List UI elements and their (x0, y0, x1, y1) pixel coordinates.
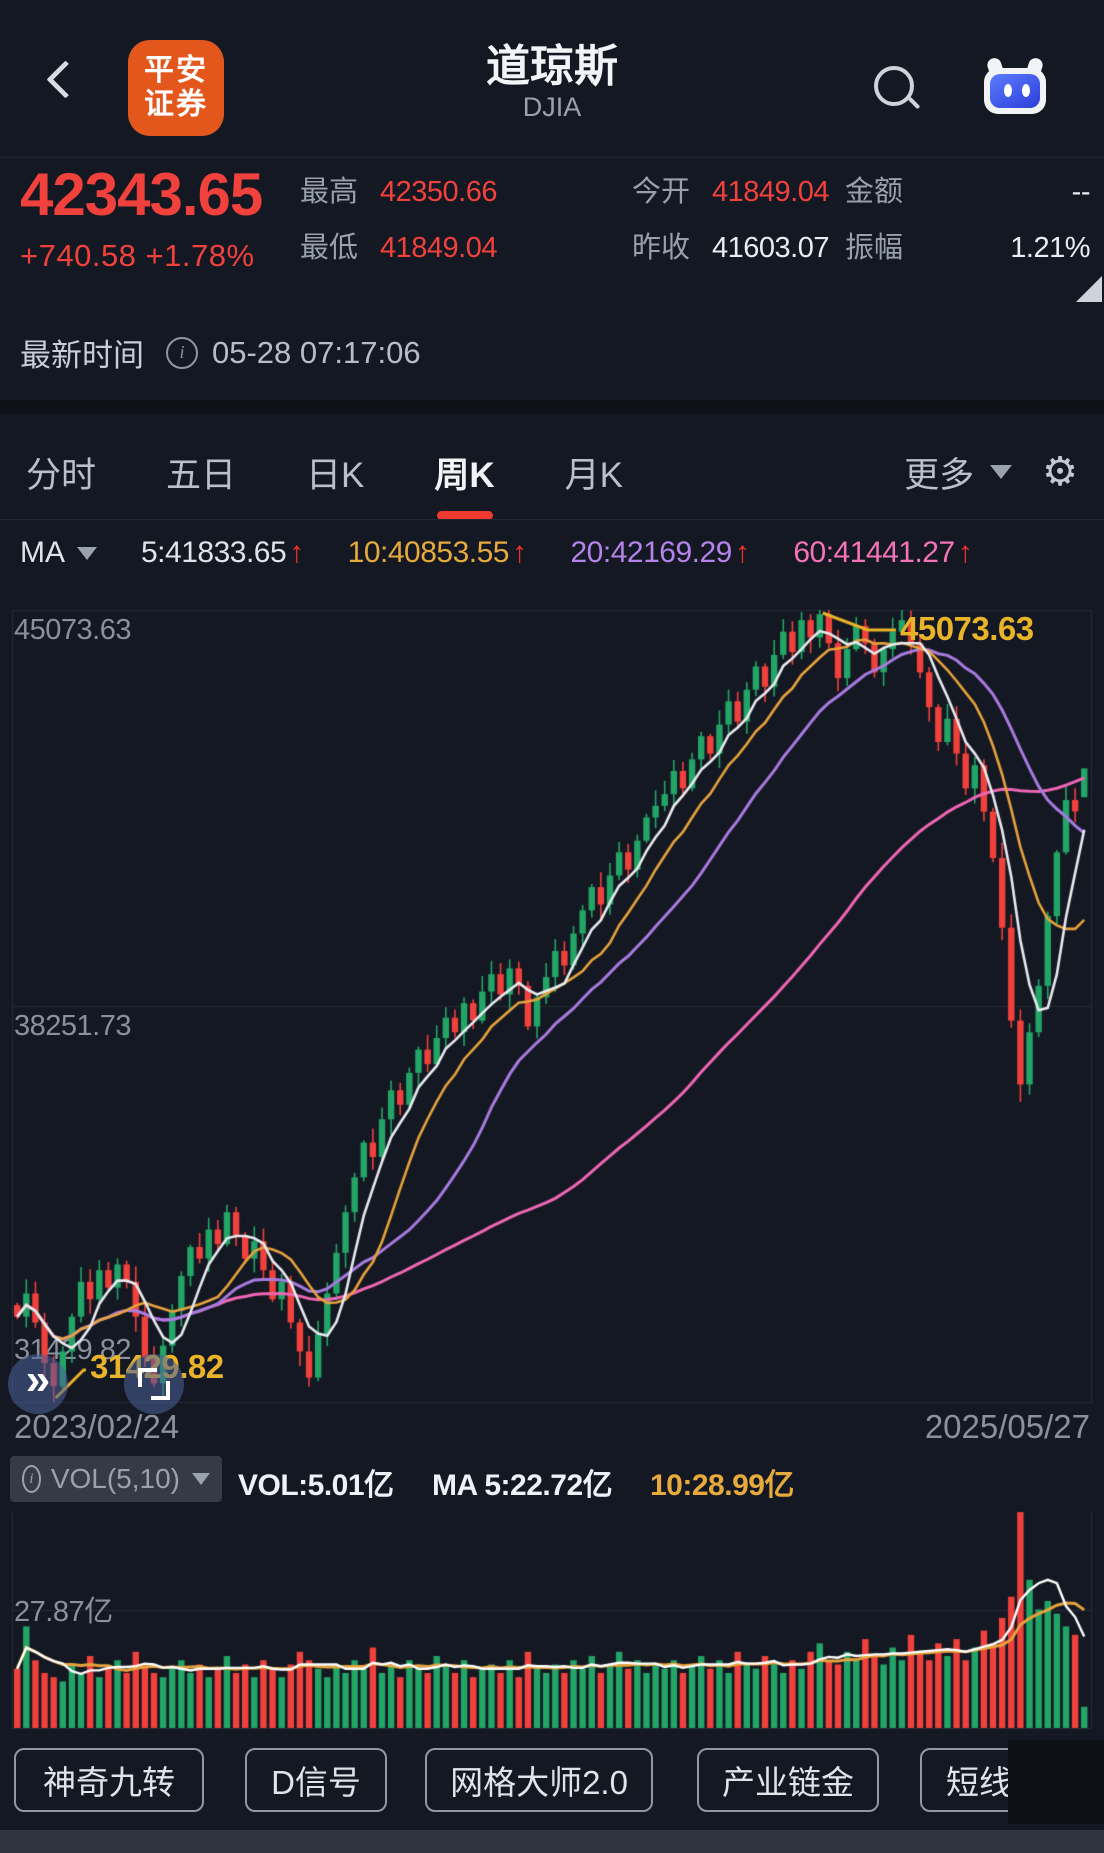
volume-indicator-selector[interactable]: i VOL(5,10) (10, 1456, 222, 1502)
latest-time-row: 最新时间 i 05-28 07:17:06 (20, 330, 421, 375)
stat-value: 42350.66 (380, 176, 497, 208)
fullscreen-button[interactable] (124, 1354, 184, 1414)
tab-五日[interactable]: 五日 (166, 455, 237, 495)
stat-value: 1.21% (1010, 232, 1090, 264)
volume-ma5: MA 5:22.72亿 (432, 1469, 613, 1502)
volume-ma10: 10:28.99亿 (650, 1469, 794, 1502)
footer-button-神奇九转[interactable]: 神奇九转 (14, 1748, 204, 1812)
gear-icon[interactable]: ⚙ (1042, 450, 1078, 494)
stat-最低: 最低 41849.04 (300, 232, 497, 264)
price-change: +740.58 +1.78% (20, 238, 255, 273)
chevron-down-icon (192, 1473, 210, 1485)
stat-value: 41849.04 (712, 176, 829, 208)
ma-value-3: 20:42169.29 ↑ (570, 536, 750, 569)
tab-分时[interactable]: 分时 (26, 455, 97, 495)
tab-more[interactable]: 更多 (904, 447, 1013, 498)
last-price: 42343.65 (20, 161, 263, 228)
up-arrow-icon: ↑ (957, 536, 973, 569)
section-divider (0, 400, 1104, 414)
logo-line1: 平安 (144, 54, 208, 87)
price-chart-canvas[interactable] (0, 600, 1104, 1410)
ticker-symbol: DJIA (522, 92, 582, 122)
chevron-down-icon (990, 465, 1013, 479)
tab-日K[interactable]: 日K (306, 455, 365, 495)
latest-time-label: 最新时间 (20, 338, 144, 373)
broker-logo: 平安 证券 (128, 40, 224, 136)
stat-value: 41849.04 (380, 232, 497, 264)
stat-今开: 今开 41849.04 (632, 176, 829, 208)
search-icon (874, 66, 914, 106)
home-indicator (0, 1830, 1104, 1853)
footer-button-产业链金[interactable]: 产业链金 (697, 1748, 879, 1812)
ma-value-2: 10:40853.55 ↑ (347, 536, 527, 569)
period-tab-bar: 分时 五日 日K 周K 月K 更多 ⚙ (0, 428, 1104, 520)
x-axis-date-end: 2025/05/27 (924, 1408, 1090, 1445)
volume-indicator-label: VOL(5,10) (50, 1463, 180, 1494)
stat-最高: 最高 42350.66 (300, 176, 497, 208)
tab-月K[interactable]: 月K (564, 455, 624, 495)
volume-chart-canvas[interactable] (0, 1498, 1104, 1738)
ma-value-4: 60:41441.27 ↑ (793, 536, 973, 569)
info-icon: i (22, 1465, 41, 1493)
collapse-drawer-button[interactable]: » (8, 1354, 68, 1414)
header-divider (0, 157, 1104, 158)
ma-selector[interactable]: MA (20, 536, 97, 570)
ma-indicator-row: MA 5:41833.65 ↑ 10:40853.55 ↑ 20:42169.29 ↑ 60… (20, 536, 973, 570)
stat-value: 41603.07 (712, 232, 829, 264)
x-axis-date-start: 2023/02/24 (14, 1408, 180, 1445)
max-price-callout: 45073.63 (900, 610, 1034, 647)
volume-axis-label: 27.87亿 (14, 1596, 113, 1628)
settings-strip: 设置 (1008, 1740, 1104, 1824)
search-button[interactable] (866, 60, 926, 120)
info-icon[interactable]: i (166, 336, 198, 369)
up-arrow-icon: ↑ (289, 536, 304, 569)
tab-周K[interactable]: 周K (434, 447, 495, 520)
expand-quote-triangle[interactable] (1076, 276, 1102, 302)
footer-button-网格大师2.0[interactable]: 网格大师2.0 (425, 1748, 653, 1812)
stat-value: -- (1071, 176, 1091, 208)
footer-button-D信号[interactable]: D信号 (245, 1748, 387, 1812)
stat-昨收: 昨收 41603.07 (632, 232, 829, 264)
page-title: 道琼斯 (486, 42, 618, 91)
active-tab-underline (436, 510, 493, 520)
chevron-down-icon (77, 546, 97, 560)
latest-time-value: 05-28 07:17:06 (212, 334, 421, 370)
ma-value-1: 5:41833.65 ↑ (141, 536, 304, 569)
assistant-robot-button[interactable] (984, 56, 1046, 114)
logo-line2: 证券 (144, 88, 208, 121)
fullscreen-icon (138, 1368, 157, 1387)
up-arrow-icon: ↑ (734, 536, 750, 569)
double-chevron-right-icon: » (25, 1355, 51, 1404)
tabbar-divider (0, 519, 1104, 520)
stat-振幅: 振幅 1.21% (845, 232, 1090, 264)
stat-金额: 金额 -- (845, 176, 1091, 208)
up-arrow-icon: ↑ (512, 536, 527, 569)
volume-current: VOL:5.01亿 (238, 1469, 394, 1502)
